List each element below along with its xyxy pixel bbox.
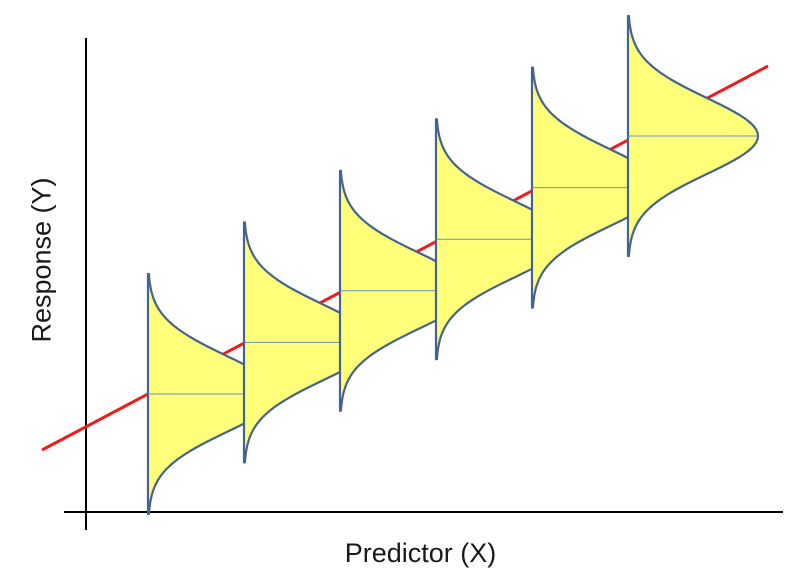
x-axis-label: Predictor (X) [344,538,497,568]
y-axis-label: Response (Y) [26,177,57,343]
axes [64,38,783,530]
distributions-group [146,14,760,516]
